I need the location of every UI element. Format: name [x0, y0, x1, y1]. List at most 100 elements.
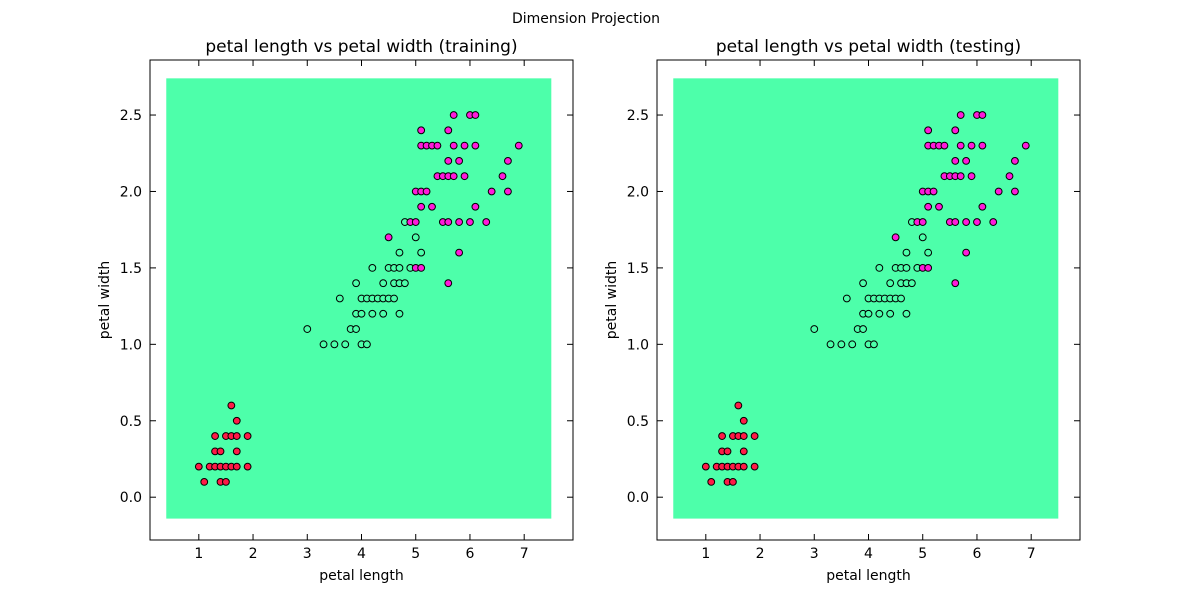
- chart-1-virginica-point-6: [924, 202, 933, 211]
- chart-0-virginica-point-5: [417, 263, 426, 272]
- chart-1-virginica-point-39: [1011, 187, 1019, 196]
- chart-0-virginica-point-37: [487, 187, 496, 196]
- chart-1-ytick-label-0: 0.0: [627, 490, 649, 506]
- chart-0-versicolor-point-2: [330, 340, 339, 349]
- chart-1-versicolor-point-30: [907, 279, 916, 288]
- chart-1-versicolor-point-16: [875, 263, 884, 272]
- chart-1-ytick-label-3: 1.5: [627, 261, 649, 277]
- chart-1-ytick-label-1: 0.5: [627, 414, 649, 430]
- chart-1-versicolor-point-18: [886, 309, 895, 318]
- chart-0-versicolor-point-1: [319, 340, 328, 349]
- chart-1-virginica-point-25: [956, 111, 965, 119]
- chart-1-virginica-point-10: [929, 187, 938, 196]
- chart-0-setosa-point-15: [232, 462, 241, 471]
- chart-1-versicolor-point-29: [902, 248, 911, 257]
- chart-1-versicolor-point-4: [848, 340, 857, 349]
- chart-0-virginica-point-27: [455, 218, 464, 226]
- chart-0-setosa-point-17: [232, 432, 241, 440]
- chart-1-setosa-point-18: [739, 416, 748, 425]
- chart-0-versicolor-point-29: [395, 248, 404, 257]
- chart-0-virginica-point-12: [428, 202, 436, 211]
- chart-1-virginica-point-15: [940, 141, 949, 150]
- chart-1-virginica-point-5: [924, 263, 933, 272]
- chart-1-virginica-point-30: [967, 141, 976, 150]
- chart-0-versicolor-point-3: [335, 294, 344, 303]
- chart-0-virginica-point-23: [449, 172, 458, 181]
- chart-1-virginica-point-21: [951, 156, 960, 165]
- chart-0-ytick-label-0: 0.0: [120, 490, 142, 506]
- chart-1-versicolor-point-6: [859, 325, 867, 333]
- chart-0-virginica-point-39: [504, 187, 512, 196]
- chart-1-virginica-point-34: [978, 141, 987, 150]
- chart-0-versicolor-point-23: [390, 294, 398, 303]
- chart-1-versicolor-point-0: [810, 325, 819, 333]
- chart-1-ytick-label-4: 2.0: [627, 184, 649, 200]
- chart-0-xtick-label-2: 3: [303, 546, 312, 562]
- chart-1-versicolor-point-34: [924, 248, 933, 257]
- chart-0-versicolor-point-16: [368, 263, 377, 272]
- chart-0-setosa-point-19: [243, 462, 252, 471]
- chart-1-versicolor-point-1: [826, 340, 835, 349]
- chart-0-virginica-point-0: [384, 233, 393, 242]
- chart-0-versicolor-point-12: [363, 340, 371, 349]
- figure-title: Dimension Projection: [512, 11, 660, 27]
- chart-0-setosa-point-14: [227, 401, 236, 410]
- chart-1-setosa-point-9: [729, 478, 737, 486]
- chart-1-virginica-point-18: [951, 279, 960, 288]
- chart-1-virginica-point-26: [962, 248, 971, 257]
- chart-0-virginica-point-15: [433, 141, 442, 150]
- chart-0-y-axis-label: petal width: [97, 261, 113, 340]
- chart-0-virginica-point-9: [417, 126, 426, 135]
- chart-0-virginica-point-38: [498, 172, 507, 181]
- chart-1-versicolor-point-33: [918, 233, 927, 242]
- chart-1-setosa-point-19: [750, 462, 759, 471]
- chart-0-virginica-point-26: [455, 248, 464, 257]
- chart-1-setosa-point-14: [734, 401, 743, 410]
- chart-0-setosa-point-1: [200, 478, 209, 486]
- chart-0-xtick-label-6: 7: [520, 546, 529, 562]
- chart-0-ytick-label-5: 2.5: [120, 108, 142, 124]
- chart-1-virginica-point-35: [978, 111, 987, 119]
- chart-1-xtick-label-1: 2: [756, 546, 765, 562]
- chart-1-virginica-point-23: [956, 172, 965, 181]
- chart-1-virginica-point-31: [973, 218, 981, 226]
- chart-0-versicolor-point-18: [379, 309, 388, 318]
- chart-1-setosa-point-8: [723, 447, 732, 456]
- chart-1-versicolor-point-8: [859, 279, 867, 288]
- chart-0-x-axis-label: petal length: [319, 568, 404, 584]
- chart-1-virginica-point-24: [956, 141, 965, 150]
- chart-0-setosa-point-5: [211, 432, 219, 440]
- chart-1-setosa-point-20: [750, 432, 759, 440]
- chart-0-virginica-point-21: [444, 156, 453, 165]
- chart-0-virginica-point-33: [471, 202, 480, 211]
- chart-1-ytick-label-2: 1.0: [627, 337, 649, 353]
- chart-1-virginica-point-28: [962, 156, 971, 165]
- chart-0-virginica-point-31: [466, 218, 474, 226]
- chart-1-setosa-point-1: [707, 478, 716, 486]
- chart-0-versicolor-point-33: [411, 233, 420, 242]
- chart-0-virginica-point-25: [449, 111, 458, 119]
- chart-0-setosa-point-20: [243, 432, 252, 440]
- chart-0-versicolor-point-8: [352, 279, 360, 288]
- chart-0-versicolor-point-28: [395, 263, 404, 272]
- chart-1-versicolor-point-2: [837, 340, 846, 349]
- chart-1-xtick-label-5: 6: [973, 546, 982, 562]
- chart-0-xtick-label-1: 2: [249, 546, 258, 562]
- chart-0-virginica-point-40: [504, 156, 512, 165]
- chart-0-versicolor-point-0: [303, 325, 312, 333]
- chart-1-versicolor-point-10: [864, 309, 873, 318]
- scatter-panel-testing: 1 2 3 4 5 6 7 0.0 0.5 1.0 1.5 2.0 2.5 petal length vs…: [604, 37, 1081, 584]
- chart-1-setosa-point-16: [739, 447, 748, 456]
- chart-0-ytick-label-1: 0.5: [120, 414, 142, 430]
- chart-1-setosa-point-5: [718, 432, 726, 440]
- scatter-panel-training: 1 2 3 4 5 6 7 0.0 0.5 1.0 1.5 2.0 2.5 petal length vs…: [97, 37, 574, 584]
- chart-1-axes-frame: [656, 59, 1081, 541]
- chart-1-virginica-point-27: [962, 218, 971, 226]
- chart-0-versicolor-point-10: [357, 309, 366, 318]
- chart-0-ytick-label-3: 1.5: [120, 261, 142, 277]
- chart-0-xtick-label-0: 1: [194, 546, 203, 562]
- chart-1-y-axis-label: petal width: [604, 261, 620, 340]
- chart-1-virginica-point-3: [918, 218, 927, 226]
- chart-1-virginica-point-38: [1005, 172, 1014, 181]
- chart-0-ytick-label-4: 2.0: [120, 184, 142, 200]
